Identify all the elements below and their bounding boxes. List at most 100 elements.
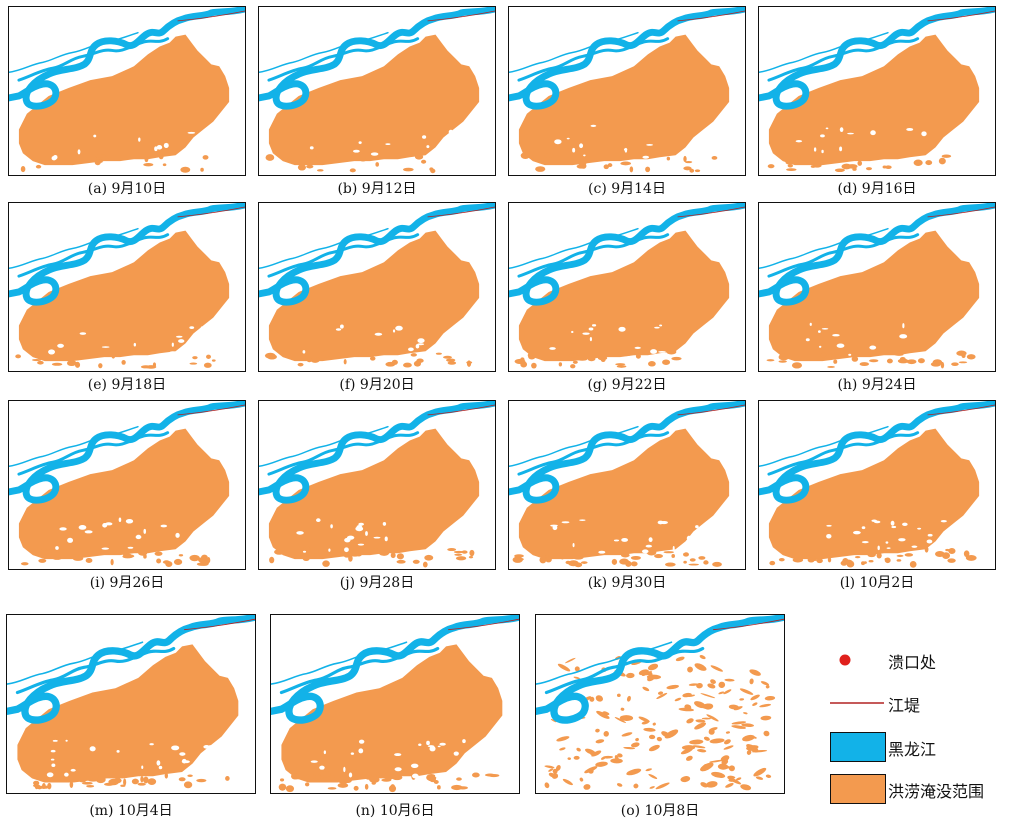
- dry-patch: [645, 544, 653, 548]
- map-frame: [8, 202, 246, 372]
- flood-fragment: [686, 755, 693, 761]
- flood-fragment: [385, 361, 396, 367]
- flood-fragment: [564, 657, 576, 664]
- flood-fragment: [642, 686, 650, 692]
- flood-fragment: [140, 776, 144, 783]
- dry-patch: [474, 747, 482, 752]
- dry-patch: [330, 524, 333, 529]
- flood-fragment: [746, 749, 752, 755]
- map-frame: [508, 202, 746, 372]
- dry-patch: [453, 329, 459, 332]
- legend-item-levee: 江堤: [828, 683, 1012, 723]
- flood-fragment: [692, 745, 706, 749]
- dry-patch: [370, 152, 379, 156]
- dry-patch: [426, 145, 430, 149]
- dry-patch: [964, 545, 970, 550]
- flood-extent: [281, 644, 503, 783]
- flood-map: [759, 203, 995, 369]
- flood-fragment: [854, 556, 861, 559]
- flood-fragment: [353, 768, 363, 777]
- dry-patch: [175, 532, 180, 538]
- flood-map: [759, 7, 995, 173]
- flood-fragment: [728, 765, 735, 772]
- flood-fragment: [189, 362, 198, 365]
- levee-line: [427, 10, 495, 22]
- flood-fragment: [421, 159, 427, 164]
- flood-fragment: [868, 560, 874, 563]
- dry-patch: [350, 752, 355, 755]
- flood-fragment: [514, 358, 526, 364]
- flood-fragment: [580, 163, 587, 169]
- flood-fragment: [841, 559, 853, 564]
- dry-patch: [175, 335, 183, 338]
- panel-caption: (n) 10月6日: [355, 803, 435, 819]
- flood-fragment: [638, 716, 650, 723]
- flood-fragment: [739, 688, 754, 695]
- flood-fragment: [143, 163, 154, 167]
- flood-fragment: [684, 704, 692, 711]
- flood-fragment: [116, 351, 125, 355]
- flood-fragment: [686, 718, 694, 724]
- map-frame: [258, 6, 496, 176]
- levee-line: [677, 206, 745, 218]
- dry-patch: [554, 139, 562, 145]
- flood-fragment: [544, 782, 550, 789]
- dry-patch: [187, 131, 196, 134]
- dry-patch: [583, 154, 586, 157]
- flood-fragment: [285, 785, 295, 793]
- flood-fragment: [72, 556, 84, 561]
- flood-fragment: [310, 356, 320, 363]
- dry-patch: [169, 351, 177, 354]
- levee-line-icon: [830, 702, 884, 704]
- flood-fragment: [128, 769, 137, 777]
- flood-extent: [518, 34, 730, 166]
- flood-fragment: [203, 362, 212, 368]
- flood-fragment: [370, 548, 380, 555]
- dry-patch: [207, 134, 213, 138]
- dry-patch: [171, 745, 180, 751]
- dry-patch: [328, 548, 331, 552]
- flood-fragment: [414, 154, 424, 160]
- flood-fragment: [827, 365, 835, 368]
- dry-patch: [943, 138, 947, 142]
- dry-patch: [861, 541, 869, 544]
- flood-fragment: [548, 772, 556, 778]
- flood-fragment: [827, 557, 832, 563]
- map-panel-m: (m) 10月4日: [6, 614, 256, 828]
- flood-fragment: [31, 358, 42, 362]
- flood-fragment: [435, 352, 442, 355]
- flood-fragment: [683, 166, 692, 171]
- map-frame: [758, 6, 996, 176]
- dry-patch: [566, 137, 570, 140]
- legend-label: 黑龙江: [888, 740, 937, 759]
- panel-caption: (g) 9月22日: [587, 377, 667, 393]
- dry-patch: [549, 347, 556, 350]
- dry-patch: [690, 538, 695, 542]
- flood-map: [509, 203, 745, 369]
- flood-fragment: [544, 153, 554, 159]
- levee-line: [927, 10, 995, 22]
- flood-fragment: [698, 556, 706, 560]
- flood-fragment: [804, 552, 810, 556]
- dry-patch: [657, 520, 664, 525]
- flood-fragment: [597, 355, 608, 361]
- dry-patch: [141, 765, 144, 770]
- levee-line: [448, 618, 519, 631]
- river-branch: [259, 31, 389, 73]
- flood-fragment: [841, 163, 852, 170]
- flood-fragment: [37, 360, 44, 365]
- flood-fragment: [611, 558, 618, 565]
- flood-fragment: [697, 749, 707, 753]
- flood-map: [759, 401, 995, 568]
- dry-patch: [826, 534, 832, 539]
- flood-swatch-icon: [830, 774, 886, 804]
- flood-fragment: [913, 159, 923, 167]
- flood-fragment: [675, 656, 685, 662]
- flood-fragment: [859, 362, 869, 367]
- flood-fragment: [633, 783, 639, 789]
- dry-patch: [59, 527, 67, 531]
- dry-patch: [50, 749, 56, 753]
- flood-fragment: [121, 360, 126, 365]
- flood-fragment: [154, 551, 163, 556]
- flood-fragment: [327, 787, 337, 790]
